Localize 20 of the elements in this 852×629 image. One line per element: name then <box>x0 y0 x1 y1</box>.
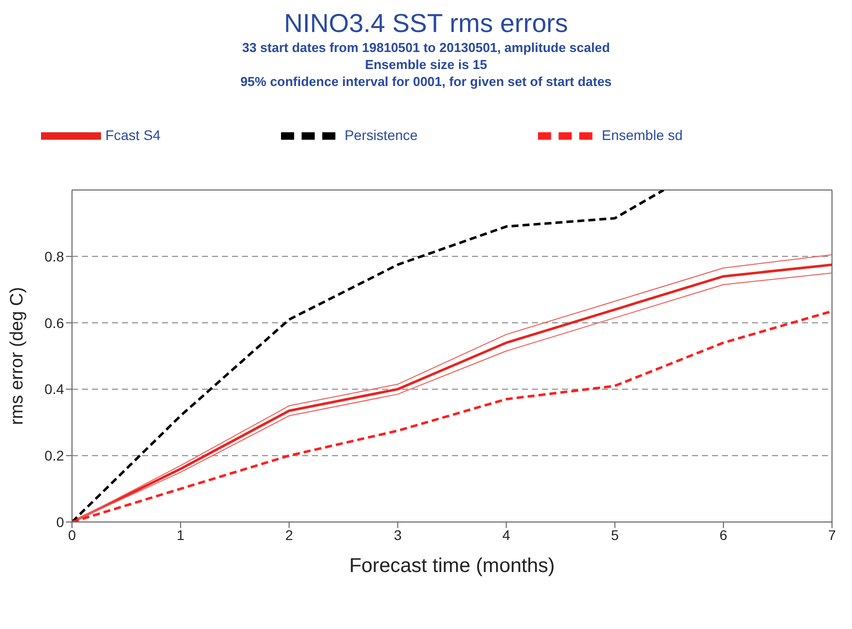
x-tick-label: 7 <box>828 526 836 543</box>
y-tick-label: 0.4 <box>44 381 64 398</box>
x-tick-label: 0 <box>68 526 76 543</box>
x-tick-label: 3 <box>394 526 402 543</box>
x-tick-label: 6 <box>720 526 728 543</box>
y-tick-label: 0.6 <box>44 314 64 331</box>
legend-label: Ensemble sd <box>602 127 683 144</box>
legend-label: Persistence <box>344 127 418 144</box>
chart-title: NINO3.4 SST rms errors <box>282 8 570 39</box>
x-tick-label: 5 <box>610 526 619 543</box>
x-axis-title: Forecast time (months) <box>349 555 555 577</box>
x-tick-label: 2 <box>285 526 294 543</box>
x-tick-label: 1 <box>176 526 185 543</box>
y-tick-label: 0.8 <box>44 248 64 264</box>
chart-subtitle: 33 start dates from 19810501 to 20130501, amplitude scaled Ensemble size is 15 95% confidence interval for 0001, for given set of start dates <box>239 39 613 90</box>
y-axis-title: rms error (deg C) <box>6 286 26 426</box>
legend-label: Fcast S4 <box>105 127 161 144</box>
x-tick-label: 4 <box>502 526 510 543</box>
y-tick-label: 0.2 <box>44 448 64 464</box>
y-tick-label: 0 <box>56 514 64 530</box>
